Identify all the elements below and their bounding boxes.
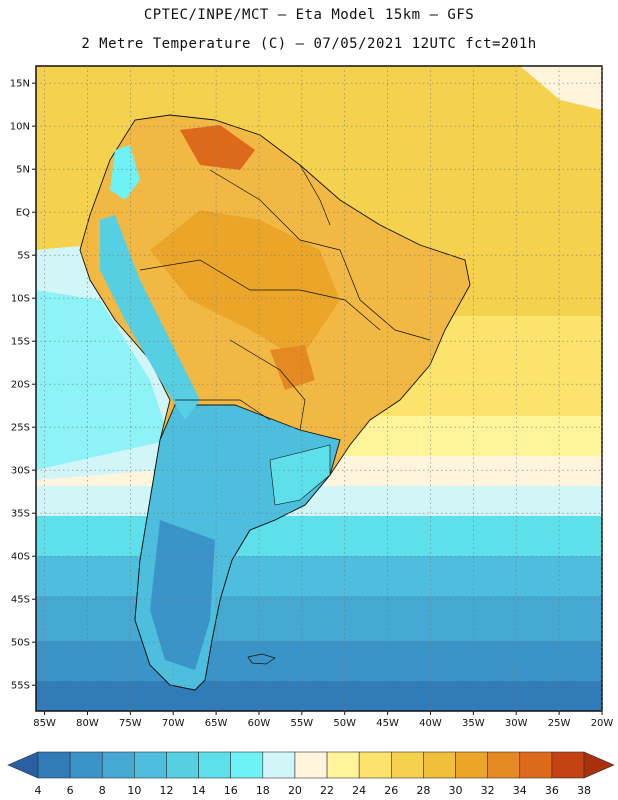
patagonia-colder <box>150 520 215 670</box>
band-cold3 <box>36 596 602 641</box>
colorbar-tick-label: 6 <box>67 784 74 797</box>
colorbar-box <box>198 751 232 779</box>
colorbar-tick-label: 8 <box>99 784 106 797</box>
colorbar-box <box>294 751 328 779</box>
colorbar-box <box>358 751 392 779</box>
chart-title-line2: 2 Metre Temperature (C) – 07/05/2021 12U… <box>81 36 537 52</box>
colorbar-box <box>390 751 424 779</box>
country-borders <box>139 164 431 431</box>
lat-label: 15S <box>11 337 30 348</box>
lon-label: 55W <box>291 718 314 729</box>
graticule <box>32 66 603 715</box>
colorbar-tick-label: 22 <box>320 784 334 797</box>
lon-label: 50W <box>333 718 356 729</box>
colorbar-tick-label: 32 <box>481 784 495 797</box>
band-cool2 <box>36 486 602 516</box>
lat-label: EQ <box>16 208 30 219</box>
colorbar-tick-label: 18 <box>256 784 270 797</box>
andes-upper-strip <box>110 145 140 200</box>
lon-label: 80W <box>76 718 99 729</box>
colorbar-tick-label: 10 <box>127 784 141 797</box>
colorbar-tick-label: 36 <box>545 784 559 797</box>
lon-label: 25W <box>548 718 571 729</box>
lon-label: 70W <box>162 718 185 729</box>
hot-pantanal-region <box>270 345 315 390</box>
falkland-islands <box>247 653 276 665</box>
lat-label: 30S <box>11 466 30 477</box>
colorbar-tick-label: 34 <box>513 784 527 797</box>
colorbar-tick-label: 24 <box>352 784 366 797</box>
lon-label: 60W <box>248 718 271 729</box>
colorbar-tick-label: 20 <box>288 784 302 797</box>
chart-title-line1: CPTEC/INPE/MCT – Eta Model 15km – GFS <box>143 7 475 23</box>
lat-label: 50S <box>11 638 30 649</box>
colorbar-tick-label: 14 <box>192 784 206 797</box>
band-cold2 <box>36 556 602 596</box>
colorbar-box <box>101 751 135 779</box>
lon-label: 30W <box>505 718 528 729</box>
colorbar-tick-label: 30 <box>449 784 463 797</box>
colorbar-tick-label: 16 <box>224 784 238 797</box>
colorbar-tick-labels: 4 6 8 10 12 14 16 18 20 22 24 26 28 30 32 34 36 38 <box>35 784 592 797</box>
lat-label: 25S <box>11 423 30 434</box>
lat-label: 40S <box>11 552 30 563</box>
colorbar: 4 6 8 10 12 14 16 18 20 22 24 26 28 30 32 34 36 38 <box>7 751 615 797</box>
lat-label: 5N <box>16 165 30 176</box>
band-cold5 <box>36 681 602 711</box>
colorbar-tick-label: 38 <box>577 784 591 797</box>
lat-label: 15N <box>10 79 30 90</box>
colorbar-lower-extend <box>7 751 39 779</box>
lat-label: 45S <box>11 595 30 606</box>
colorbar-box <box>423 751 456 779</box>
band-cold1 <box>36 516 602 556</box>
longitude-labels: 85W 80W 75W 70W 65W 60W 55W 50W 45W 40W 35W 30W 25W 2… <box>33 718 613 729</box>
colorbar-box <box>262 751 296 779</box>
colorbar-upper-extend <box>583 751 615 779</box>
colorbar-box <box>166 751 199 779</box>
colorbar-box <box>326 751 360 779</box>
lon-label: 20W <box>591 718 614 729</box>
north-atlantic-pale <box>520 66 602 110</box>
colorbar-tick-label: 12 <box>159 784 173 797</box>
lat-label: 55S <box>11 681 30 692</box>
colorbar-box <box>551 751 585 779</box>
colorbar-box <box>455 751 488 779</box>
andes-cold-strip <box>100 215 200 420</box>
colorbar-tick-label: 26 <box>384 784 398 797</box>
lat-label: 10S <box>11 294 30 305</box>
temperature-field <box>36 66 602 711</box>
colorbar-boxes <box>7 751 615 779</box>
colorbar-tick-label: 28 <box>416 784 430 797</box>
colorbar-tick-label: 4 <box>35 784 42 797</box>
latitude-labels: 15N 10N 5N EQ 5S 10S 15S 20S 25S 30S 35S 40S 45S 50S 5… <box>10 79 30 692</box>
band-cold4 <box>36 641 602 681</box>
pacific-cold-tongue <box>36 290 170 470</box>
lon-label: 45W <box>376 718 399 729</box>
lon-label: 35W <box>462 718 485 729</box>
colorbar-box <box>487 751 521 779</box>
lat-label: 20S <box>11 380 30 391</box>
lat-label: 35S <box>11 509 30 520</box>
colorbar-box <box>230 751 264 779</box>
temperature-map: 15N 10N 5N EQ 5S 10S 15S 20S 25S 30S 35S 40S 45S 50S 5… <box>10 65 613 729</box>
colorbar-box <box>134 751 167 779</box>
map-frame <box>35 65 603 712</box>
hot-amazon-region <box>150 210 340 360</box>
colorbar-box <box>37 751 71 779</box>
lat-label: 10N <box>10 122 30 133</box>
lon-label: 75W <box>119 718 142 729</box>
uruguay-cold-land <box>269 444 331 506</box>
lat-label: 5S <box>17 251 30 262</box>
lon-label: 40W <box>419 718 442 729</box>
lon-label: 65W <box>205 718 228 729</box>
hot-venezuela-region <box>180 125 255 170</box>
lon-label: 85W <box>33 718 56 729</box>
colorbar-box <box>69 751 103 779</box>
colorbar-box <box>519 751 553 779</box>
